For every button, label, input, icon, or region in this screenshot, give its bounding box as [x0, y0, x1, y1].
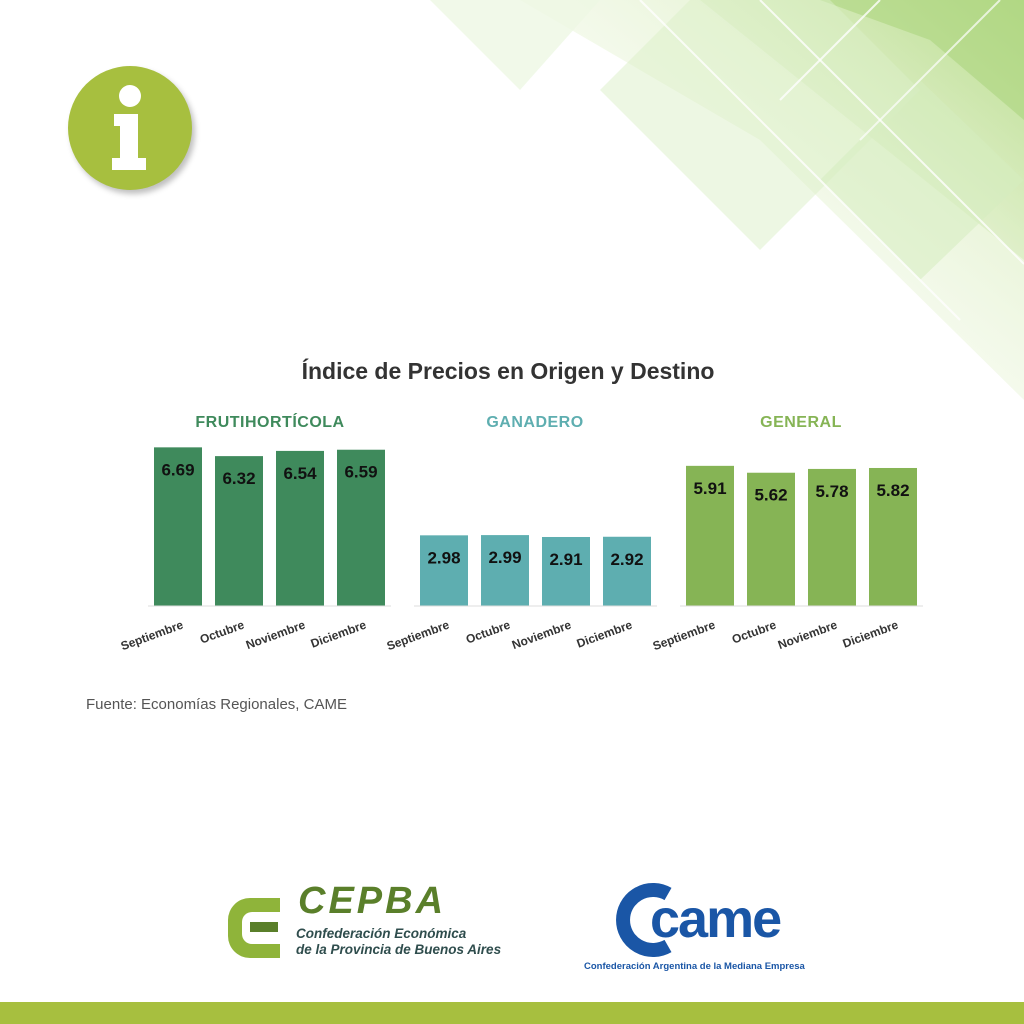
bar-general-diciembre [869, 467, 917, 606]
category-label-general-noviembre: Noviembre [776, 618, 839, 652]
panel-title-frutihorticola: FRUTIHORTÍCOLA [195, 414, 345, 431]
value-label-general-septiembre: 5.91 [693, 479, 726, 498]
category-label-ganadero-septiembre: Septiembre [385, 618, 452, 654]
bar-ganadero-septiembre [420, 535, 468, 606]
value-label-frutihorticola-octubre: 6.32 [222, 469, 255, 488]
bar-frutihorticola-noviembre [276, 450, 324, 606]
came-subtitle: Confederación Argentina de la Mediana Em… [584, 961, 805, 972]
category-label-frutihorticola-diciembre: Diciembre [309, 618, 369, 651]
category-label-frutihorticola-septiembre: Septiembre [119, 618, 186, 654]
info-badge [68, 66, 192, 190]
value-label-frutihorticola-septiembre: 6.69 [161, 460, 194, 479]
bottom-bar [0, 1002, 1024, 1024]
value-label-ganadero-octubre: 2.99 [488, 548, 521, 567]
value-label-frutihorticola-diciembre: 6.59 [344, 463, 377, 482]
value-label-ganadero-septiembre: 2.98 [427, 548, 460, 567]
panel-title-general: GENERAL [760, 414, 842, 431]
value-label-general-octubre: 5.62 [754, 486, 787, 505]
bar-ganadero-diciembre [603, 536, 651, 606]
bar-general-noviembre [808, 468, 856, 606]
bar-frutihorticola-septiembre [154, 447, 202, 606]
source-note: Fuente: Economías Regionales, CAME [86, 696, 347, 713]
value-label-ganadero-noviembre: 2.91 [549, 550, 582, 569]
cepba-name: CEPBA [298, 880, 447, 922]
cepba-subtitle-line2: de la Provincia de Buenos Aires [296, 942, 502, 957]
cepba-logo: CEPBA Confederación Económica de la Prov… [220, 880, 501, 966]
came-logo: came Confederación Argentina de la Media… [584, 876, 814, 976]
value-label-general-noviembre: 5.78 [815, 482, 848, 501]
info-icon [112, 85, 146, 170]
came-emblem-icon [616, 883, 672, 957]
bar-ganadero-octubre [481, 535, 529, 606]
value-label-ganadero-diciembre: 2.92 [610, 550, 643, 569]
bar-general-octubre [747, 472, 795, 606]
category-label-ganadero-octubre: Octubre [464, 618, 512, 647]
came-name: came [650, 889, 782, 949]
bar-frutihorticola-octubre [215, 456, 263, 606]
category-label-ganadero-diciembre: Diciembre [575, 618, 635, 651]
chart-title: Índice de Precios en Origen y Destino [301, 358, 715, 384]
value-label-general-diciembre: 5.82 [876, 481, 909, 500]
bar-ganadero-noviembre [542, 536, 590, 606]
cepba-emblem-icon [228, 898, 280, 958]
bar-frutihorticola-diciembre [337, 449, 385, 606]
category-label-frutihorticola-octubre: Octubre [198, 618, 246, 647]
category-label-general-septiembre: Septiembre [651, 618, 718, 654]
cepba-subtitle: Confederación Económica de la Provincia … [296, 926, 501, 958]
category-label-general-octubre: Octubre [730, 618, 778, 647]
category-label-frutihorticola-noviembre: Noviembre [244, 618, 307, 652]
value-label-frutihorticola-noviembre: 6.54 [283, 464, 317, 483]
cepba-subtitle-line1: Confederación Económica [296, 926, 467, 941]
panel-title-ganadero: GANADERO [486, 414, 584, 431]
category-label-ganadero-noviembre: Noviembre [510, 618, 573, 652]
category-label-general-diciembre: Diciembre [841, 618, 901, 651]
bar-general-septiembre [686, 465, 734, 606]
